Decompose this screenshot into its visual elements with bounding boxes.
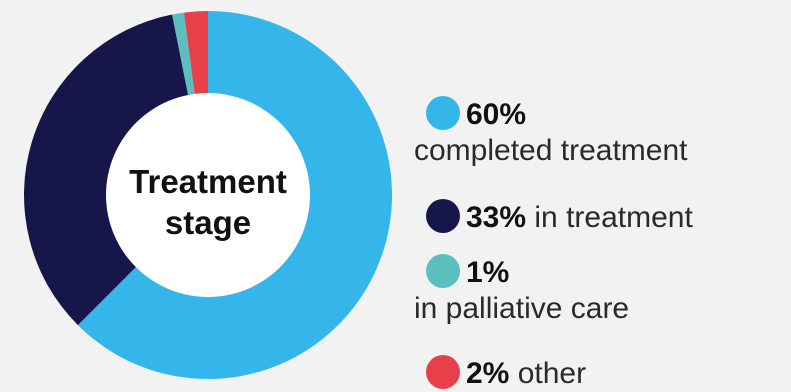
legend-pct-completed: 60%	[466, 98, 527, 131]
donut-chart: Treatment stage	[24, 11, 393, 379]
legend-item-completed: 60% completed treatment	[414, 96, 687, 169]
center-label-line-1: Treatment	[129, 163, 287, 200]
legend-item-in-treatment: 33% in treatment	[414, 199, 693, 236]
legend: 60% completed treatment 33% in treatment…	[414, 0, 791, 391]
legend-text-other: other	[517, 357, 587, 390]
legend-swatch-palliative	[426, 254, 460, 288]
legend-pct-in-treatment: 33%	[466, 201, 527, 234]
donut-hole	[106, 93, 310, 297]
legend-item-other: 2% other	[414, 355, 586, 392]
legend-swatch-other	[426, 355, 460, 389]
legend-pct-other: 2%	[466, 357, 510, 390]
legend-pct-palliative: 1%	[466, 256, 510, 289]
legend-text-in-treatment: in treatment	[534, 201, 693, 234]
legend-item-palliative: 1% in palliative care	[414, 254, 629, 327]
legend-text-completed: completed treatment	[414, 134, 688, 167]
legend-text-palliative: in palliative care	[414, 292, 630, 325]
legend-swatch-in-treatment	[426, 199, 460, 233]
center-label-line-2: stage	[165, 204, 251, 241]
legend-swatch-completed	[426, 96, 460, 130]
